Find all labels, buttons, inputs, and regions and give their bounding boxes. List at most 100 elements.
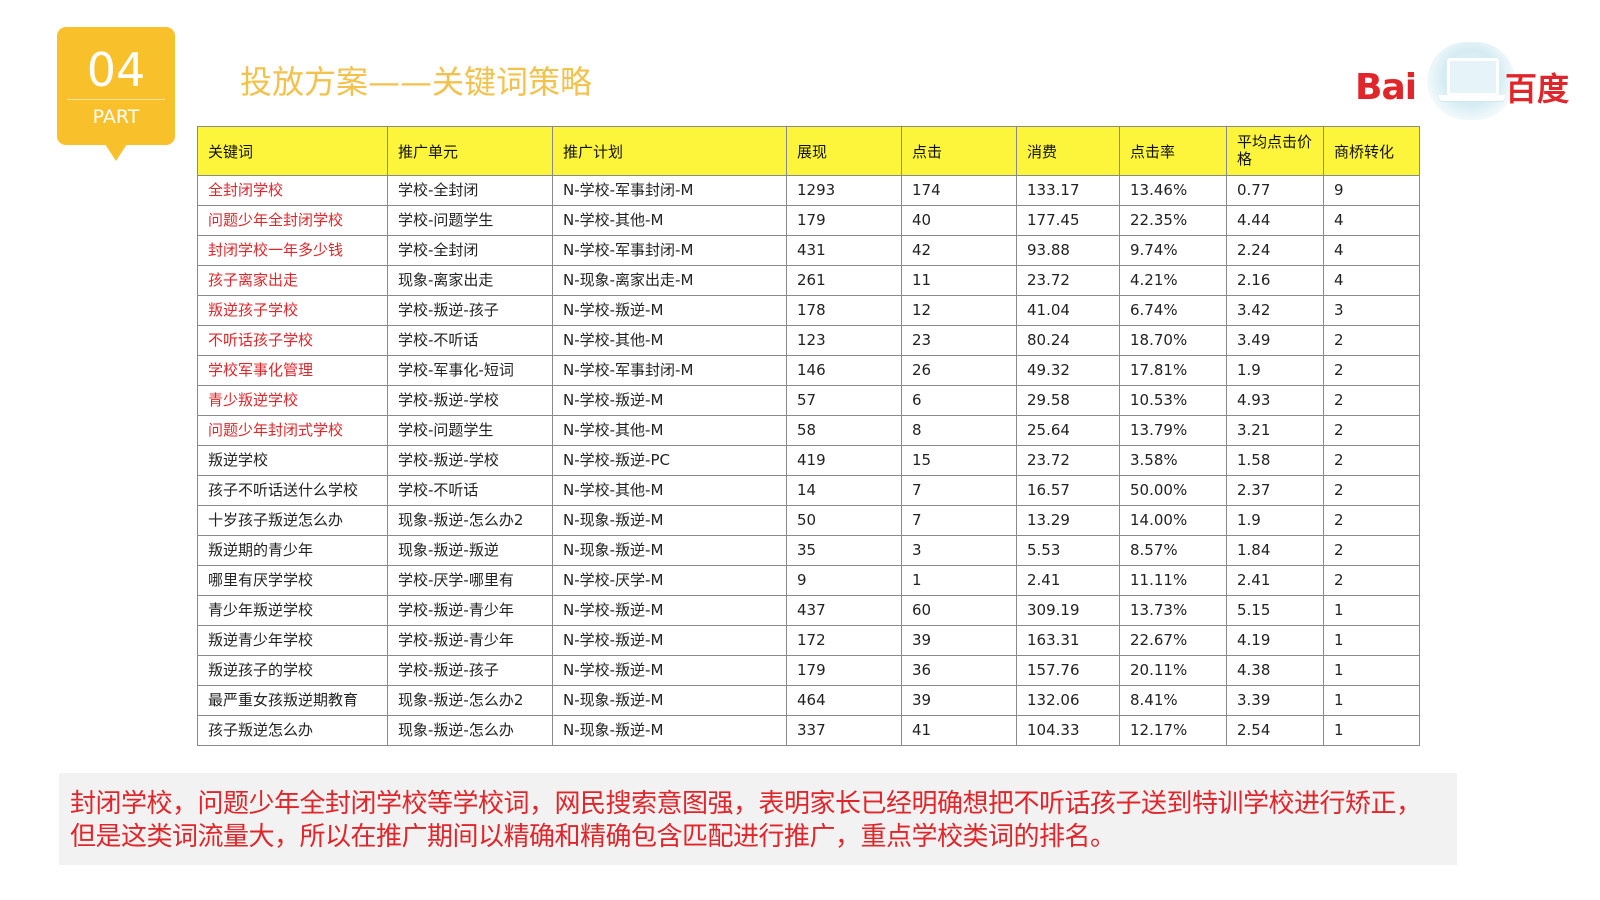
cell-plan: N-现象-叛逆-M xyxy=(552,505,787,536)
part-badge: 04 PART xyxy=(57,27,175,161)
badge-divider xyxy=(67,99,165,100)
cell-unit: 现象-离家出走 xyxy=(387,265,553,296)
cell-plan: N-现象-离家出走-M xyxy=(552,265,787,296)
table-row: 孩子离家出走 现象-离家出走 N-现象-离家出走-M 261 11 23.72 4.21% 2… xyxy=(197,265,1420,296)
cell-avg-cpc: 5.15 xyxy=(1226,595,1324,626)
cell-conversion: 2 xyxy=(1323,355,1420,386)
cell-avg-cpc: 1.9 xyxy=(1226,505,1324,536)
cell-unit: 学校-叛逆-孩子 xyxy=(387,295,553,326)
header-impressions: 展现 xyxy=(786,126,902,176)
cell-cost: 49.32 xyxy=(1016,355,1120,386)
cell-ctr: 17.81% xyxy=(1119,355,1227,386)
cell-conversion: 2 xyxy=(1323,415,1420,446)
summary-text: 封闭学校，问题少年全封闭学校等学校词，网民搜索意图强，表明家长已经明确想把不听话… xyxy=(70,789,1422,852)
cell-avg-cpc: 2.54 xyxy=(1226,715,1324,746)
cell-cost: 80.24 xyxy=(1016,325,1120,356)
table-row: 哪里有厌学学校 学校-厌学-哪里有 N-学校-厌学-M 9 1 2.41 11.11% 2.4… xyxy=(197,565,1420,596)
cell-impressions: 123 xyxy=(786,325,902,356)
cell-ctr: 11.11% xyxy=(1119,565,1227,596)
table-row: 孩子叛逆怎么办 现象-叛逆-怎么办 N-现象-叛逆-M 337 41 104.33 12.1… xyxy=(197,715,1420,746)
cell-avg-cpc: 2.37 xyxy=(1226,475,1324,506)
laptop-icon xyxy=(1447,58,1499,96)
cell-keyword: 青少叛逆学校 xyxy=(197,385,388,416)
cell-unit: 学校-叛逆-青少年 xyxy=(387,625,553,656)
table-row: 问题少年全封闭学校 学校-问题学生 N-学校-其他-M 179 40 177.45 22.3… xyxy=(197,205,1420,236)
cell-avg-cpc: 1.9 xyxy=(1226,355,1324,386)
cell-avg-cpc: 1.84 xyxy=(1226,535,1324,566)
cell-plan: N-学校-叛逆-M xyxy=(552,625,787,656)
cell-ctr: 10.53% xyxy=(1119,385,1227,416)
table-row: 十岁孩子叛逆怎么办 现象-叛逆-怎么办2 N-现象-叛逆-M 50 7 13.29 14.0… xyxy=(197,505,1420,536)
cell-impressions: 179 xyxy=(786,655,902,686)
cell-unit: 学校-叛逆-学校 xyxy=(387,385,553,416)
cell-avg-cpc: 4.93 xyxy=(1226,385,1324,416)
cell-conversion: 3 xyxy=(1323,295,1420,326)
table-row: 叛逆孩子学校 学校-叛逆-孩子 N-学校-叛逆-M 178 12 41.04 6.74% 3.… xyxy=(197,295,1420,326)
cell-avg-cpc: 3.39 xyxy=(1226,685,1324,716)
cell-keyword: 封闭学校一年多少钱 xyxy=(197,235,388,266)
cell-avg-cpc: 3.21 xyxy=(1226,415,1324,446)
cell-avg-cpc: 3.42 xyxy=(1226,295,1324,326)
cell-conversion: 2 xyxy=(1323,385,1420,416)
cell-cost: 93.88 xyxy=(1016,235,1120,266)
cell-conversion: 4 xyxy=(1323,265,1420,296)
cell-keyword: 问题少年全封闭学校 xyxy=(197,205,388,236)
cell-cost: 133.17 xyxy=(1016,175,1120,206)
cell-impressions: 437 xyxy=(786,595,902,626)
cell-plan: N-学校-其他-M xyxy=(552,415,787,446)
cell-clicks: 36 xyxy=(901,655,1017,686)
cell-ctr: 9.74% xyxy=(1119,235,1227,266)
cell-keyword: 不听话孩子学校 xyxy=(197,325,388,356)
cell-keyword: 十岁孩子叛逆怎么办 xyxy=(197,505,388,536)
cell-impressions: 179 xyxy=(786,205,902,236)
cell-keyword: 叛逆孩子的学校 xyxy=(197,655,388,686)
logo-latin-text: Bai xyxy=(1355,67,1417,108)
cell-conversion: 2 xyxy=(1323,475,1420,506)
cell-clicks: 3 xyxy=(901,535,1017,566)
cell-clicks: 6 xyxy=(901,385,1017,416)
cell-ctr: 14.00% xyxy=(1119,505,1227,536)
cell-cost: 177.45 xyxy=(1016,205,1120,236)
cell-plan: N-学校-军事封闭-M xyxy=(552,235,787,266)
cell-plan: N-现象-叛逆-M xyxy=(552,685,787,716)
cell-impressions: 14 xyxy=(786,475,902,506)
cell-cost: 23.72 xyxy=(1016,265,1120,296)
cell-keyword: 问题少年封闭式学校 xyxy=(197,415,388,446)
cell-impressions: 50 xyxy=(786,505,902,536)
cell-conversion: 2 xyxy=(1323,535,1420,566)
cell-impressions: 57 xyxy=(786,385,902,416)
cell-ctr: 22.35% xyxy=(1119,205,1227,236)
cell-clicks: 8 xyxy=(901,415,1017,446)
cell-ctr: 8.41% xyxy=(1119,685,1227,716)
cell-keyword: 孩子离家出走 xyxy=(197,265,388,296)
cell-cost: 16.57 xyxy=(1016,475,1120,506)
cell-avg-cpc: 4.19 xyxy=(1226,625,1324,656)
table-row: 封闭学校一年多少钱 学校-全封闭 N-学校-军事封闭-M 431 42 93.88 9.74… xyxy=(197,235,1420,266)
cell-avg-cpc: 0.77 xyxy=(1226,175,1324,206)
cell-ctr: 6.74% xyxy=(1119,295,1227,326)
cell-plan: N-学校-叛逆-M xyxy=(552,595,787,626)
table-row: 青少叛逆学校 学校-叛逆-学校 N-学校-叛逆-M 57 6 29.58 10.53% 4.9… xyxy=(197,385,1420,416)
cell-plan: N-学校-军事封闭-M xyxy=(552,175,787,206)
table-row: 叛逆期的青少年 现象-叛逆-叛逆 N-现象-叛逆-M 35 3 5.53 8.57% 1.84… xyxy=(197,535,1420,566)
cell-ctr: 4.21% xyxy=(1119,265,1227,296)
cell-keyword: 哪里有厌学学校 xyxy=(197,565,388,596)
cell-plan: N-学校-军事封闭-M xyxy=(552,355,787,386)
cell-keyword: 孩子不听话送什么学校 xyxy=(197,475,388,506)
cell-ctr: 18.70% xyxy=(1119,325,1227,356)
cell-impressions: 1293 xyxy=(786,175,902,206)
cell-clicks: 7 xyxy=(901,475,1017,506)
table-row: 叛逆学校 学校-叛逆-学校 N-学校-叛逆-PC 419 15 23.72 3.58% 1.5… xyxy=(197,445,1420,476)
cell-plan: N-学校-叛逆-M xyxy=(552,655,787,686)
cell-plan: N-学校-其他-M xyxy=(552,205,787,236)
cell-keyword: 全封闭学校 xyxy=(197,175,388,206)
cell-clicks: 1 xyxy=(901,565,1017,596)
table-row: 最严重女孩叛逆期教育 现象-叛逆-怎么办2 N-现象-叛逆-M 464 39 132.06… xyxy=(197,685,1420,716)
cell-avg-cpc: 4.44 xyxy=(1226,205,1324,236)
laptop-base xyxy=(1439,95,1505,101)
cell-unit: 学校-问题学生 xyxy=(387,205,553,236)
cell-conversion: 9 xyxy=(1323,175,1420,206)
summary-box: 封闭学校，问题少年全封闭学校等学校词，网民搜索意图强，表明家长已经明确想把不听话… xyxy=(59,773,1457,865)
cell-unit: 学校-军事化-短词 xyxy=(387,355,553,386)
cell-plan: N-学校-其他-M xyxy=(552,475,787,506)
